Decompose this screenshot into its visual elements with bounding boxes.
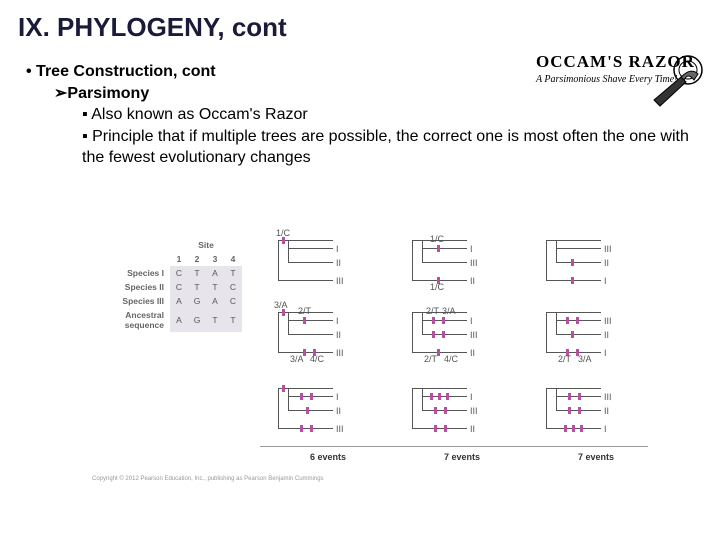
tick-label: 1/C [430,282,444,292]
tick-label: 1/C [276,228,290,238]
taxon-label: II [604,406,609,416]
events-count: 6 events [268,452,388,462]
taxon-label: I [470,316,473,326]
tick-label: 2/T [426,306,439,316]
site-header: Site [170,238,242,252]
table-cell: C [224,294,242,308]
taxon-label: I [470,392,473,402]
tree-3a: I II III [268,380,388,440]
taxon-label: III [470,330,478,340]
table-cell: G [188,308,206,332]
tick-label: 4/C [310,354,324,364]
razor-icon [646,52,706,112]
bullet-l1-text: Tree Construction, cont [36,63,216,80]
taxon-label: I [336,244,339,254]
events-count: 7 events [536,452,656,462]
table-cell: T [188,266,206,280]
copyright-text: Copyright © 2012 Pearson Education, Inc.… [92,476,324,482]
row-name: Species III [92,294,170,308]
taxon-label: II [336,406,341,416]
tree-1b: 1/C 1/C I III II [402,232,522,292]
taxon-label: II [604,258,609,268]
table-cell: A [170,308,188,332]
events-count: 7 events [402,452,522,462]
page-title: IX. PHYLOGENY, cont [18,12,702,43]
table-cell: A [206,294,224,308]
tree-1c: III II I [536,232,656,292]
bullet-l3a-text: Also known as Occam's Razor [91,106,307,123]
taxon-label: III [470,258,478,268]
table-cell: C [170,266,188,280]
bullet-l2-text: Parsimony [67,85,149,102]
taxon-label: II [604,330,609,340]
table-cell: C [224,280,242,294]
table-cell: C [170,280,188,294]
row-name: Species II [92,280,170,294]
table-cell: T [188,280,206,294]
taxon-label: I [336,316,339,326]
tree-3b: I III II [402,380,522,440]
table-cell: A [170,294,188,308]
taxon-label: II [336,330,341,340]
taxon-label: III [336,348,344,358]
taxon-label: III [470,406,478,416]
col-1: 1 [170,252,188,266]
table-cell: T [206,280,224,294]
col-3: 3 [206,252,224,266]
bullet-lvl3a: ▪ Also known as Occam's Razor [82,104,702,126]
tree-3c: III II I [536,380,656,440]
tick-label: 1/C [430,234,444,244]
table-cell: T [224,266,242,280]
tick-label: 4/C [444,354,458,364]
tree-2b: 2/T 3/A 2/T 4/C I III II [402,304,522,364]
tick-label: 2/T [558,354,571,364]
taxon-label: I [604,348,607,358]
table-cell: A [206,266,224,280]
row-name: Ancestral sequence [92,308,170,332]
taxon-label: III [604,392,612,402]
taxon-label: II [336,258,341,268]
taxon-label: II [470,424,475,434]
tick-label: 2/T [298,306,311,316]
tick-label: 2/T [424,354,437,364]
tick-label: 3/A [274,300,288,310]
bullet-l3b-text: Principle that if multiple trees are pos… [82,128,689,167]
table-cell: G [188,294,206,308]
taxon-label: I [336,392,339,402]
tick-label: 3/A [290,354,304,364]
tick-label: 3/A [578,354,592,364]
taxon-label: III [336,424,344,434]
taxon-label: II [470,276,475,286]
table-cell: T [206,308,224,332]
tree-1a: 1/C I II III [268,232,388,292]
taxon-label: III [604,316,612,326]
row-name: Species I [92,266,170,280]
parsimony-diagram: Site 1 2 3 4 Species I C T A T Species I… [92,232,652,488]
table-cell: T [224,308,242,332]
taxon-label: I [604,276,607,286]
site-table: Site 1 2 3 4 Species I C T A T Species I… [92,238,242,332]
col-4: 4 [224,252,242,266]
occams-razor-badge: OCCAM'S RAZOR A Parsimonious Shave Every… [536,52,706,85]
tree-2a: 3/A 2/T 3/A 4/C I II III [268,304,388,364]
taxon-label: I [470,244,473,254]
taxon-label: III [336,276,344,286]
taxon-label: I [604,424,607,434]
taxon-label: III [604,244,612,254]
taxon-label: II [470,348,475,358]
col-2: 2 [188,252,206,266]
tree-2c: III II I 2/T 3/A [536,304,656,364]
bullet-lvl2: ➢Parsimony [54,83,702,105]
tick-label: 3/A [442,306,456,316]
bullet-lvl3b: ▪ Principle that if multiple trees are p… [82,126,702,169]
